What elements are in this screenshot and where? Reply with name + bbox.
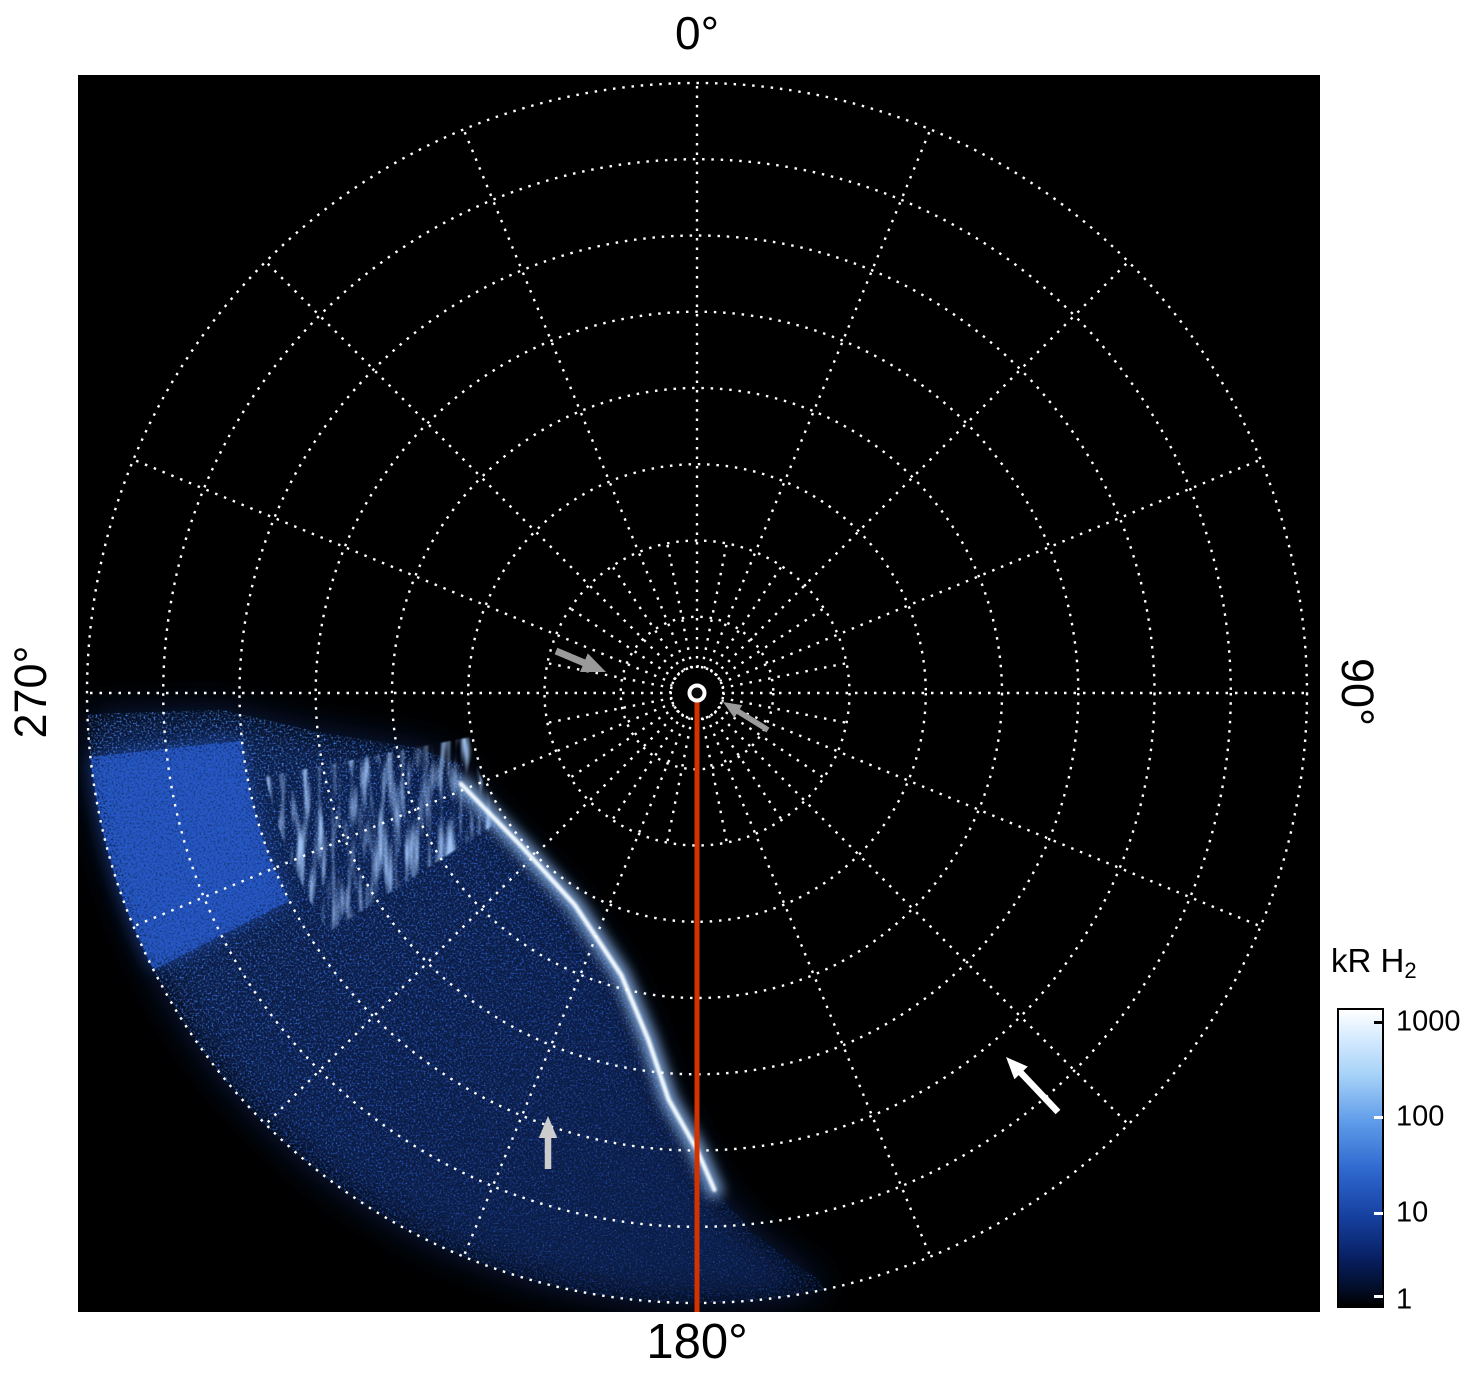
angle-label-0: 0° <box>675 7 719 59</box>
gray-arrow-left-of-center-icon <box>554 647 606 672</box>
colorbar-title: kR H2 <box>1331 942 1417 983</box>
angle-label-180: 180° <box>646 1315 748 1369</box>
colorbar-gradient <box>1337 1008 1384 1308</box>
angle-label-270: 270° <box>5 645 56 739</box>
pole-marker <box>687 683 707 703</box>
colorbar-tickmark <box>1374 1212 1383 1215</box>
angle-label-90: 90° <box>1332 657 1383 727</box>
colorbar-tickmark <box>1374 1295 1383 1298</box>
colorbar-title-subscript: 2 <box>1404 958 1417 983</box>
gray-arrow-in-aurora-icon <box>538 1116 558 1169</box>
colorbar-tickmark <box>1374 1116 1383 1119</box>
colorbar-tickmark <box>1374 1021 1383 1024</box>
gray-arrow-right-of-center-icon <box>723 702 770 733</box>
colorbar-tick-1000: 1000 <box>1396 1005 1461 1038</box>
colorbar-tick-1: 1 <box>1396 1283 1413 1316</box>
colorbar-tick-10: 10 <box>1396 1196 1429 1229</box>
colorbar-tick-100: 100 <box>1396 1100 1445 1133</box>
annotations-overlay <box>538 647 1061 1312</box>
aurora-emission <box>87 709 824 1304</box>
polar-plot-area <box>78 75 1320 1312</box>
white-arrow-lower-right-icon <box>1006 1057 1061 1115</box>
